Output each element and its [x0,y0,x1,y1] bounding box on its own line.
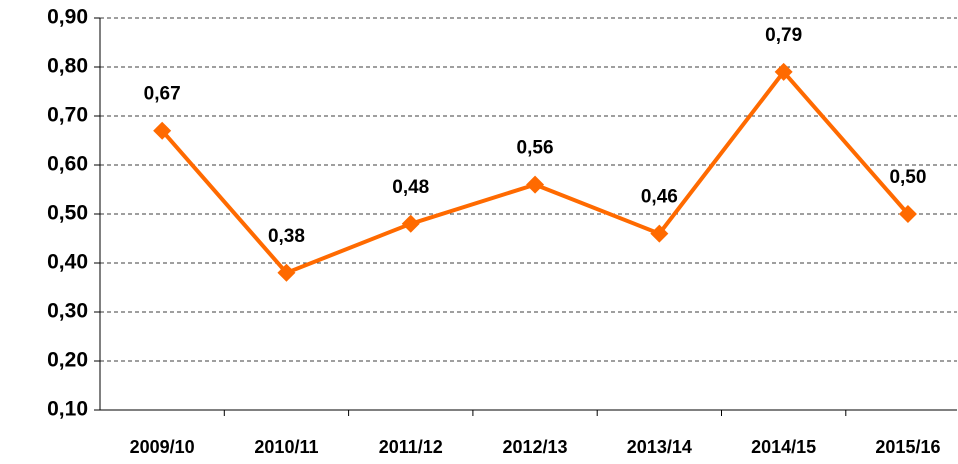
data-label: 0,56 [517,138,554,159]
data-label: 0,46 [641,187,678,208]
x-tick-label: 2014/15 [751,437,816,457]
x-tick-label: 2013/14 [627,437,692,457]
marker [526,175,545,194]
y-tick-label: 0,50 [47,202,88,225]
data-label: 0,38 [268,226,305,247]
y-tick-label: 0,80 [47,55,88,78]
y-tick-label: 0,60 [47,153,88,176]
data-label: 0,48 [392,177,429,198]
x-tick-label: 2010/11 [254,437,318,457]
y-tick-label: 0,20 [47,349,88,372]
marker [898,205,917,223]
y-tick-label: 0,40 [47,251,88,274]
marker [650,224,669,243]
marker [774,62,793,81]
data-label: 0,67 [144,84,181,105]
y-tick-label: 0,70 [47,104,88,127]
data-label: 0,79 [765,25,802,46]
x-tick-label: 2011/12 [379,437,443,457]
marker [153,121,172,140]
x-tick-label: 2009/10 [130,437,195,457]
marker [277,263,296,282]
x-tick-label: 2012/13 [503,437,568,457]
data-label: 0,50 [889,167,926,188]
y-tick-label: 0,90 [47,6,88,29]
x-tick-label: 2015/16 [875,437,940,457]
y-tick-label: 0,30 [47,300,88,323]
y-tick-label: 0,10 [47,398,88,421]
marker [401,214,420,233]
